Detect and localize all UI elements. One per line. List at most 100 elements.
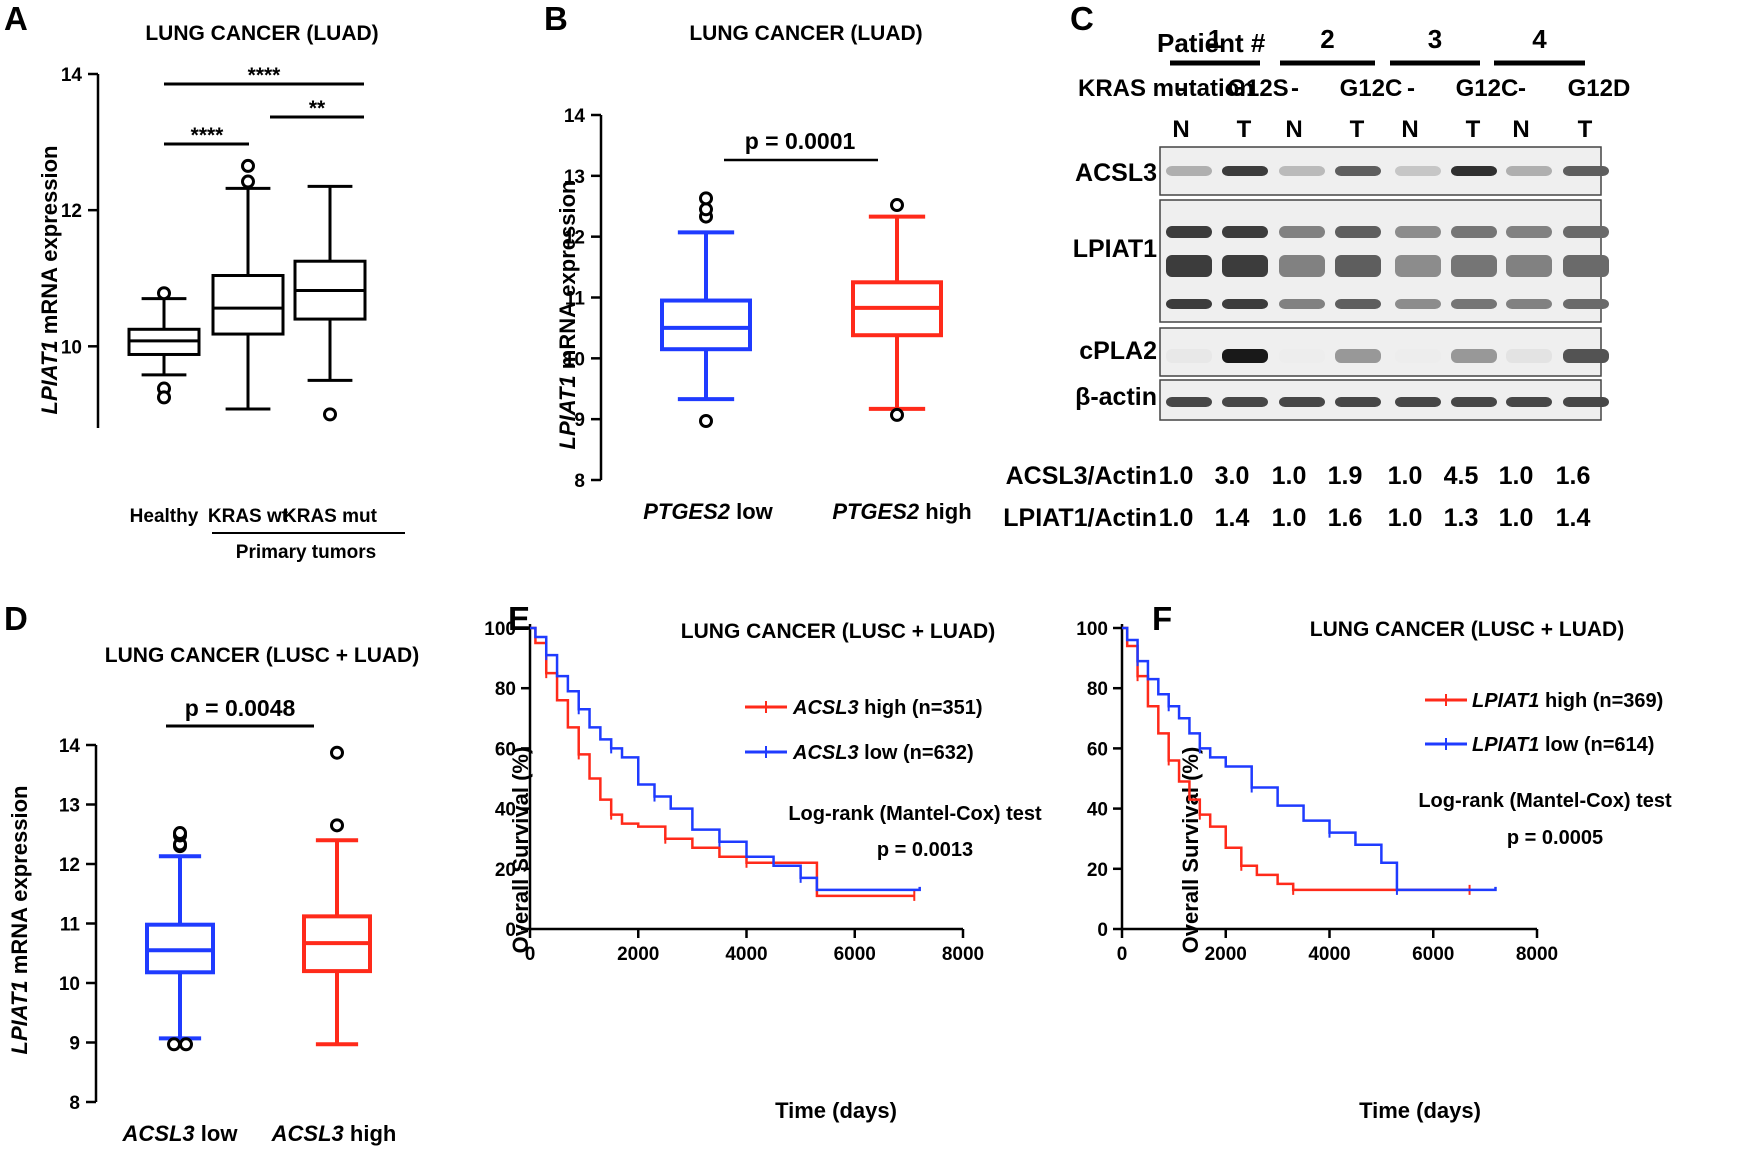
panel-b-title: LUNG CANCER (LUAD) (689, 22, 922, 45)
sig-label: **** (248, 64, 282, 87)
panel-e-xlabel: Time (days) (775, 1098, 897, 1123)
x-tick-label: 0 (1117, 944, 1128, 965)
quant-value: 4.5 (1444, 462, 1479, 490)
blot-band (1563, 299, 1609, 309)
y-tick-label: 8 (574, 471, 585, 492)
quant-value: 1.4 (1556, 504, 1591, 532)
blot-band (1279, 299, 1325, 309)
blot-band (1279, 397, 1325, 407)
blot-band (1335, 397, 1381, 407)
lane-label: T (1466, 116, 1481, 143)
y-tick-label: 20 (1087, 860, 1108, 881)
blot-band (1506, 226, 1552, 238)
box (660, 298, 752, 352)
legend-entry: LPIAT1 low (n=614) (1472, 734, 1654, 756)
blot-band (1451, 299, 1497, 309)
y-tick-label: 0 (505, 920, 516, 941)
x-tick-label: 8000 (1516, 944, 1558, 965)
blot-band (1222, 349, 1268, 363)
panel-f-pvalue: p = 0.0005 (1507, 827, 1603, 849)
blot-band (1335, 226, 1381, 238)
kras-status: - (1178, 75, 1186, 102)
legend-entry: LPIAT1 high (n=369) (1472, 690, 1663, 712)
y-tick-label: 13 (59, 796, 80, 817)
blot-band (1563, 349, 1609, 363)
kras-status: - (1407, 75, 1415, 102)
outlier-point (241, 174, 255, 189)
y-tick-label: 60 (1087, 739, 1108, 760)
blot-band (1222, 226, 1268, 238)
blot-band (1506, 349, 1552, 363)
group-rest: high (919, 499, 972, 524)
y-tick-label: 20 (495, 860, 516, 881)
outlier-point (699, 191, 713, 206)
y-tick-label: 12 (59, 855, 80, 876)
lane-label: T (1237, 116, 1252, 143)
blot-band (1563, 255, 1609, 277)
blot-band (1395, 299, 1441, 309)
group-label: ACSL3 low (122, 1121, 239, 1146)
panel-a-axes: 10 12 14 (61, 65, 100, 428)
sig-label: **** (191, 124, 225, 147)
outlier-point (699, 202, 713, 217)
y-tick-label: 9 (69, 1034, 80, 1055)
panel-b-label: B (544, 0, 568, 37)
panel-c: C Patient # KRAS mutation 1 2 3 4- G12S - G12C… (1003, 0, 1630, 532)
panel-a-label: A (4, 0, 28, 37)
x-tick-label: 8000 (942, 944, 984, 965)
x-tick-label: 0 (525, 944, 536, 965)
panel-f-test: Log-rank (Mantel-Cox) test (1418, 790, 1672, 812)
blot-band (1506, 299, 1552, 309)
blot-band (1395, 397, 1441, 407)
quant-value: 1.0 (1272, 462, 1307, 490)
panel-f-label: F (1152, 600, 1172, 637)
blot-band (1563, 166, 1609, 176)
outlier-point (699, 413, 713, 428)
y-tick-label: 12 (61, 201, 82, 222)
legend-rest: low (n=632) (859, 742, 974, 764)
group-label: KRAS mut (283, 506, 378, 527)
x-tick-label: 2000 (617, 944, 659, 965)
panel-e-pvalue: p = 0.0013 (877, 839, 973, 861)
quant-value: 1.6 (1556, 462, 1591, 490)
blot-band (1222, 255, 1268, 277)
panel-e: E LUNG CANCER (LUSC + LUAD) Overall Surv… (484, 600, 1042, 1123)
panel-d-ylabel: LPIAT1 mRNA expression (7, 786, 32, 1055)
quant-label: ACSL3/Actin (1006, 462, 1157, 490)
kras-status: G12C (1456, 75, 1519, 102)
blot-band (1279, 255, 1325, 277)
group-label: PTGES2 high (832, 499, 971, 524)
ylabel-rest: mRNA expression (555, 181, 580, 376)
blot-band (1335, 349, 1381, 363)
survival-curve (1122, 626, 1470, 892)
survival-curve (530, 626, 921, 892)
quant-value: 1.6 (1328, 504, 1363, 532)
ylabel-rest: mRNA expression (7, 786, 32, 981)
legend-gene: ACSL3 (792, 697, 859, 719)
patient-number: 2 (1320, 24, 1334, 54)
blot-band (1222, 397, 1268, 407)
quant-value: 1.9 (1328, 462, 1363, 490)
panel-f-title: LUNG CANCER (LUSC + LUAD) (1310, 618, 1624, 641)
blot-band (1451, 255, 1497, 277)
x-tick-label: 4000 (725, 944, 767, 965)
group-gene: ACSL3 (271, 1121, 344, 1146)
lane-label: N (1401, 116, 1418, 143)
quant-value: 1.0 (1388, 504, 1423, 532)
quant-value: 1.0 (1159, 504, 1194, 532)
panel-c-label: C (1070, 0, 1094, 37)
kras-status: G12C (1340, 75, 1403, 102)
kras-status: G12S (1227, 75, 1288, 102)
quant-value: 1.0 (1388, 462, 1423, 490)
quant-value: 1.0 (1159, 462, 1194, 490)
panel-f-curves (1122, 626, 1497, 895)
patient-number: 3 (1428, 24, 1442, 54)
y-tick-label: 10 (61, 337, 82, 358)
panel-d: D LUNG CANCER (LUSC + LUAD) LPIAT1 mRNA … (4, 600, 419, 1146)
y-tick-label: 100 (1076, 619, 1108, 640)
y-tick-label: 10 (564, 349, 585, 370)
group-gene: PTGES2 (832, 499, 920, 524)
lane-label: T (1578, 116, 1593, 143)
kras-status: G12D (1568, 75, 1631, 102)
